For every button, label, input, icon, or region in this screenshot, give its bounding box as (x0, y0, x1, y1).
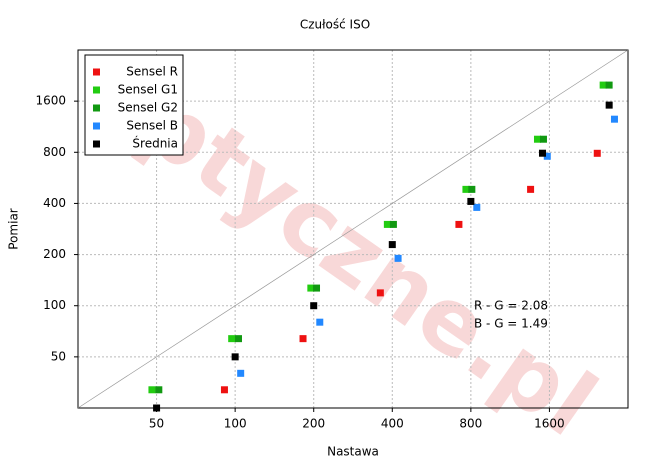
x-tick-label: 100 (224, 417, 247, 431)
legend-label: Średnia (132, 136, 178, 151)
point (394, 254, 402, 262)
point (468, 185, 476, 193)
point (539, 135, 547, 143)
y-tick-label: 1600 (35, 94, 66, 108)
legend-label: Sensel R (126, 65, 178, 79)
point (462, 185, 470, 193)
point (605, 101, 613, 109)
y-tick-label: 50 (51, 349, 66, 363)
point (237, 369, 245, 377)
x-tick-label: 1600 (534, 417, 565, 431)
point (153, 404, 161, 412)
point (388, 241, 396, 249)
point (383, 220, 391, 228)
point (473, 203, 481, 211)
x-tick-label: 800 (459, 417, 482, 431)
y-tick-label: 200 (43, 247, 66, 261)
legend-label: Sensel G1 (118, 83, 178, 97)
point (467, 197, 475, 205)
chart-title: Czułość ISO (300, 18, 370, 32)
y-tick-label: 800 (43, 145, 66, 159)
legend-marker (93, 68, 100, 76)
point (610, 115, 618, 123)
plot-frame (77, 49, 629, 409)
point (605, 81, 613, 89)
point (234, 335, 242, 343)
point (538, 149, 546, 157)
x-axis-label: Nastawa (327, 445, 379, 459)
legend-label: Sensel B (126, 119, 178, 133)
point (155, 386, 163, 394)
annotation: R - G = 2.08 (474, 299, 548, 313)
point (228, 335, 236, 343)
point (455, 220, 463, 228)
y-tick-label: 100 (43, 298, 66, 312)
annotation: B - G = 1.49 (474, 317, 548, 331)
x-tick-label: 400 (381, 417, 404, 431)
point (316, 318, 324, 326)
point (299, 335, 307, 343)
x-tick-label: 50 (149, 417, 164, 431)
x-tick-label: 200 (302, 417, 325, 431)
point (593, 149, 601, 157)
point (313, 284, 321, 292)
point (543, 152, 551, 160)
point (148, 386, 156, 394)
legend-label: Sensel G2 (118, 101, 178, 115)
legend-marker (93, 140, 100, 148)
y-axis-label: Pomiar (7, 208, 21, 250)
point (307, 284, 315, 292)
point (220, 386, 228, 394)
legend-box (84, 54, 184, 156)
y-tick-label: 400 (43, 196, 66, 210)
point (599, 81, 607, 89)
point (231, 353, 239, 361)
point (389, 220, 397, 228)
point (376, 289, 384, 297)
point (310, 302, 318, 310)
legend-marker (93, 104, 100, 112)
point (533, 135, 541, 143)
legend-marker (93, 122, 100, 130)
legend-marker (93, 86, 100, 94)
point (527, 185, 535, 193)
reference-line (77, 49, 629, 409)
